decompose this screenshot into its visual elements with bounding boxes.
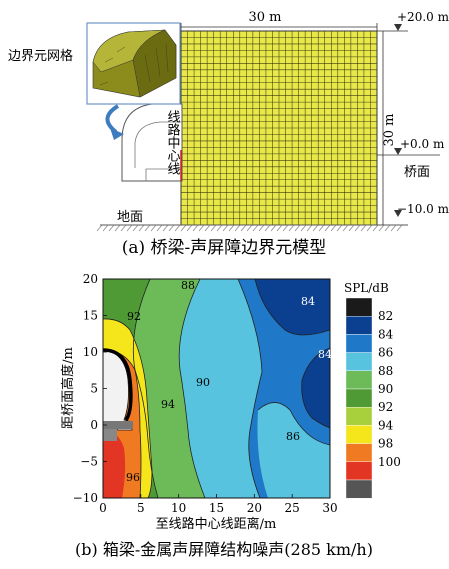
caption-a: (a) 桥梁-声屏障边界元模型	[122, 238, 327, 258]
legend-swatch	[345, 388, 373, 408]
legend-swatch	[345, 370, 373, 390]
legend-label: 94	[378, 418, 394, 432]
legend-swatch	[345, 297, 373, 317]
contour-label: 86	[286, 430, 300, 443]
legend-label: 86	[378, 346, 393, 360]
legend-swatch	[345, 352, 373, 372]
section-base	[145, 168, 182, 181]
pointer-arrow	[105, 104, 120, 134]
legend-swatch	[345, 443, 373, 463]
pointer-arrow-head	[110, 128, 124, 140]
x-tick-label: 30	[322, 501, 337, 515]
mesh-inset-3d	[92, 29, 177, 98]
caption-b: (b) 箱梁-金属声屏障结构噪声(285 km/h)	[75, 540, 373, 559]
dim-height-label: 30 m	[382, 113, 397, 146]
legend-title: SPL/dB	[344, 281, 389, 295]
section-inner	[134, 121, 182, 168]
legend-label: 82	[378, 309, 393, 323]
legend-swatch	[345, 407, 373, 426]
label-ground: 地面	[117, 210, 143, 225]
legend-swatch	[345, 316, 373, 335]
dim-width-label: 30 m	[248, 10, 281, 25]
level-mid-label: +0.0 m	[400, 137, 445, 151]
legend-label: 98	[378, 437, 393, 451]
label-be-mesh: 边界元网格	[8, 48, 73, 64]
contour-label: 84	[318, 348, 332, 361]
legend-label: 88	[378, 364, 393, 378]
y-tick-label: 5	[90, 382, 98, 396]
ground-hatch	[96, 224, 403, 232]
level-bottom-label: −10.0 m	[397, 202, 449, 216]
x-tick-label: 20	[247, 501, 262, 515]
y-tick-label: −5	[80, 455, 98, 469]
x-tick-label: 10	[171, 501, 186, 515]
x-tick-label: 0	[99, 501, 107, 515]
y-axis-label: 距桥面高度/m	[60, 347, 76, 429]
x-axis-ticks: 0 5 10 15 20 25 30	[99, 494, 338, 515]
legend: 82 84 86 88 90 92 94 98 100	[345, 297, 401, 499]
x-axis-label: 至线路中心线距离/m	[156, 516, 277, 532]
contour-label: 94	[161, 398, 175, 411]
x-tick-label: 5	[137, 501, 145, 515]
level-top-label: +20.0 m	[397, 10, 449, 24]
bem-model-panel: 边界元网格 线路中心线 地面 30 m 30 m +20.0 m +0.0 m …	[8, 10, 449, 258]
y-axis-ticks: 20 15 10 5 0 −5 −10	[73, 272, 107, 505]
legend-swatch	[345, 479, 373, 499]
x-tick-label: 25	[285, 501, 300, 515]
contour-label: 96	[126, 471, 140, 484]
legend-swatch	[345, 461, 373, 481]
legend-swatch	[345, 425, 373, 444]
y-tick-label: −10	[73, 491, 98, 505]
x-tick-label: 15	[209, 501, 224, 515]
legend-swatch	[345, 334, 373, 353]
legend-label: 100	[378, 455, 401, 469]
legend-label: 90	[378, 382, 393, 396]
mesh-lines	[181, 31, 377, 225]
contour-label: 92	[127, 310, 141, 323]
contour-label: 84	[301, 295, 315, 308]
y-tick-label: 0	[90, 418, 98, 432]
spl-contour-panel: 88 84 92 84 90 94 86 96 0 5 10 15 20 25 30 20 1…	[60, 272, 401, 559]
y-tick-label: 20	[83, 272, 98, 286]
contour-label: 90	[196, 376, 210, 389]
deck-label: 桥面	[404, 165, 430, 180]
contour-label: 88	[181, 279, 195, 292]
y-tick-label: 15	[83, 309, 98, 323]
label-centerline: 线路中心线	[165, 110, 181, 175]
contour-field	[103, 279, 330, 498]
y-tick-label: 10	[83, 345, 98, 359]
legend-label: 84	[378, 327, 394, 341]
legend-label: 92	[378, 400, 393, 414]
